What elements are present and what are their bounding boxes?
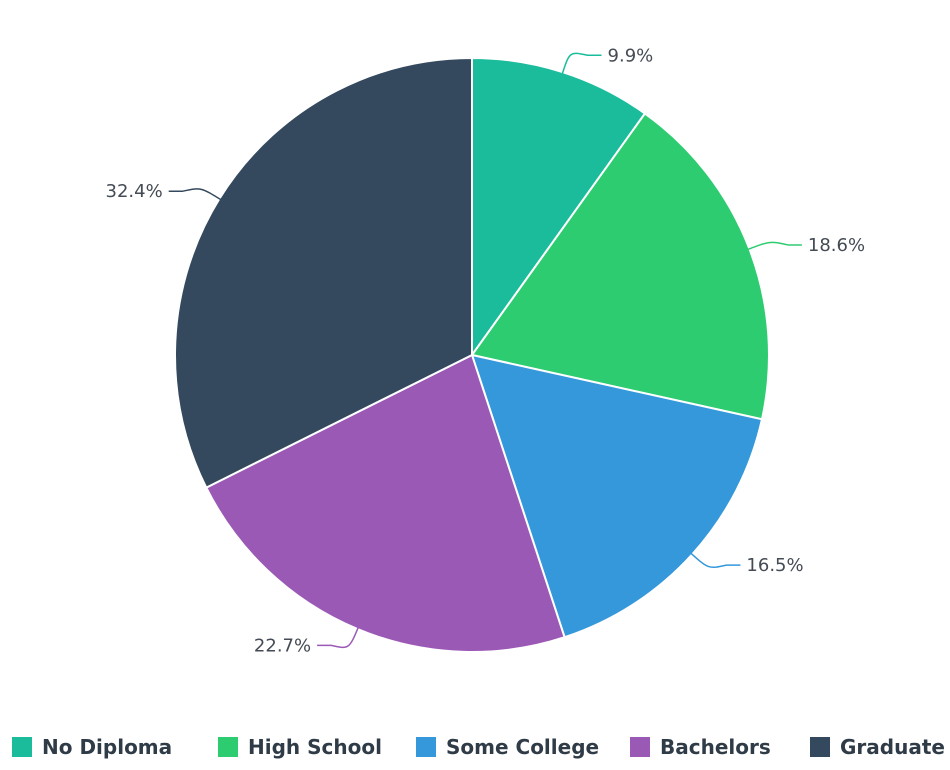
legend-item-no-diploma[interactable]: No Diploma <box>12 735 172 759</box>
legend-label-graduate: Graduate <box>840 735 945 759</box>
pie-slices <box>174 56 770 653</box>
legend-swatch-graduate <box>810 737 830 757</box>
leader-line-high-school <box>745 241 802 251</box>
legend-label-no-diploma: No Diploma <box>42 735 172 759</box>
percentage-label-no-diploma: 9.9% <box>608 45 654 66</box>
percentage-label-graduate: 32.4% <box>106 181 163 202</box>
legend-swatch-high-school <box>218 737 238 757</box>
legend-swatch-some-college <box>416 737 436 757</box>
leader-line-some-college <box>688 551 741 568</box>
label-leader-lines <box>168 52 802 649</box>
legend-item-some-college[interactable]: Some College <box>416 735 599 759</box>
percentage-label-some-college: 16.5% <box>746 555 803 576</box>
leader-line-no-diploma <box>560 52 602 77</box>
legend-swatch-no-diploma <box>12 737 32 757</box>
percentage-label-bachelors: 22.7% <box>254 635 311 656</box>
legend-label-bachelors: Bachelors <box>660 735 771 759</box>
legend-item-graduate[interactable]: Graduate <box>810 735 945 759</box>
legend-item-bachelors[interactable]: Bachelors <box>630 735 771 759</box>
legend-swatch-bachelors <box>630 737 650 757</box>
leader-line-bachelors <box>317 625 360 649</box>
percentage-label-high-school: 18.6% <box>808 235 865 256</box>
leader-line-graduate <box>168 188 224 202</box>
legend: No Diploma High School Some College Bachelo… <box>12 735 945 759</box>
percentage-labels: 9.9% 18.6% 16.5% 22.7% 32.4% <box>106 45 866 656</box>
legend-label-high-school: High School <box>248 735 382 759</box>
legend-item-high-school[interactable]: High School <box>218 735 382 759</box>
legend-label-some-college: Some College <box>446 735 599 759</box>
